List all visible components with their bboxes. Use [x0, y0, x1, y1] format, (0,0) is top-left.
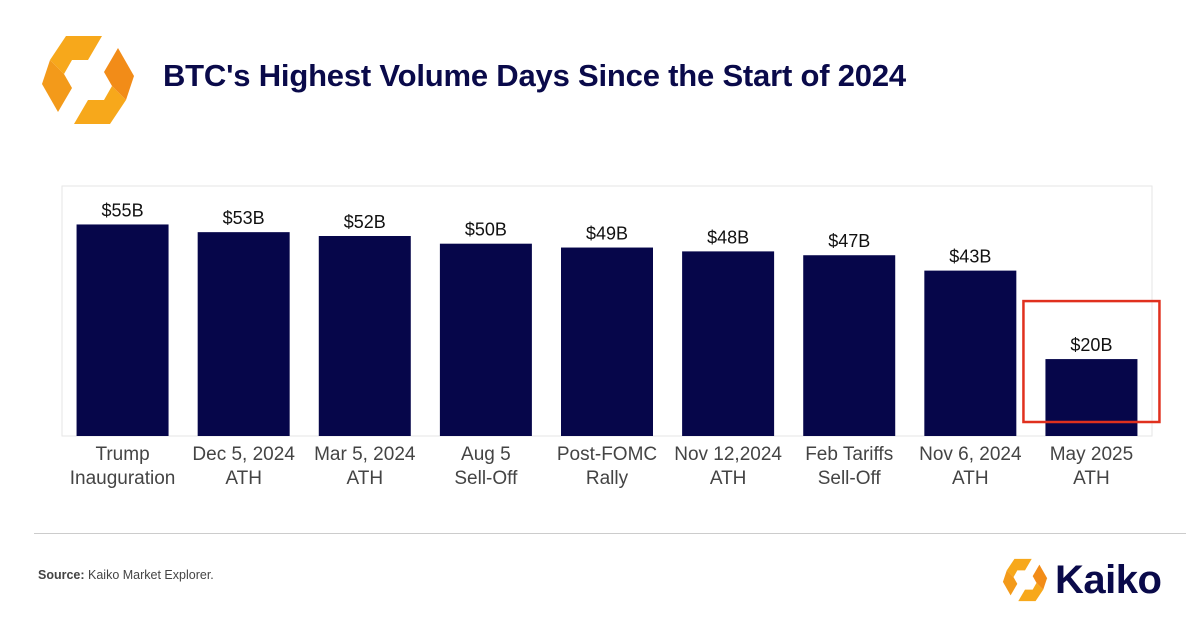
bar: [561, 247, 653, 436]
highlight-box: [1022, 299, 1161, 424]
bar: [318, 236, 411, 436]
bar-value-label: $43B: [949, 247, 991, 267]
category-label: Post-FOMC: [557, 444, 657, 465]
bar: [439, 243, 532, 436]
category-label: Nov 12,2024: [674, 444, 782, 465]
bar-value-label: $53B: [223, 208, 265, 228]
category-label: Sell-Off: [818, 468, 882, 489]
category-label: Dec 5, 2024: [192, 444, 295, 465]
bar-value-label: $47B: [828, 231, 870, 251]
category-label: ATH: [952, 468, 989, 489]
kaiko-logo-icon: [1002, 558, 1048, 602]
category-label: ATH: [1073, 468, 1110, 489]
category-label: ATH: [225, 468, 262, 489]
bar: [924, 270, 1017, 436]
bar-value-label: $20B: [1070, 335, 1112, 355]
category-label: Sell-Off: [454, 468, 518, 489]
footer-divider: [34, 533, 1186, 534]
bar: [803, 255, 896, 436]
bar-value-label: $55B: [102, 200, 144, 220]
category-label: Inauguration: [70, 468, 176, 489]
category-label: Rally: [586, 468, 629, 489]
bar-value-label: $48B: [707, 227, 749, 247]
category-label: ATH: [710, 468, 747, 489]
data-labels: $55B $53B $52B $50B $49B $48B $47B $43B $20B: [102, 200, 1113, 355]
category-label: Aug 5: [461, 444, 511, 465]
category-label: ATH: [346, 468, 383, 489]
bar: [197, 232, 290, 436]
category-label: Feb Tariffs: [805, 444, 893, 465]
bar-value-label: $52B: [344, 212, 386, 232]
bar: [76, 224, 169, 436]
chart-title: BTC's Highest Volume Days Since the Star…: [163, 58, 906, 93]
bar: [682, 251, 775, 436]
bar-value-label: $49B: [586, 224, 628, 244]
brand-name: Kaiko: [1055, 557, 1162, 602]
kaiko-logo-icon: [42, 36, 134, 124]
category-label: May 2025: [1050, 444, 1133, 465]
source-text: Kaiko Market Explorer.: [84, 568, 214, 582]
bar: [1045, 359, 1138, 436]
brand-logo: Kaiko: [1001, 556, 1162, 604]
category-labels: Trump Inauguration Dec 5, 2024 ATH Mar 5, 20…: [70, 444, 1133, 489]
source-note: Source: Kaiko Market Explorer.: [38, 568, 214, 582]
category-label: Nov 6, 2024: [919, 444, 1022, 465]
source-label: Source:: [38, 568, 85, 582]
highlight-layer: [1022, 299, 1161, 424]
bar-value-label: $50B: [465, 220, 507, 240]
category-label: Trump: [95, 444, 149, 465]
category-label: Mar 5, 2024: [314, 444, 416, 465]
